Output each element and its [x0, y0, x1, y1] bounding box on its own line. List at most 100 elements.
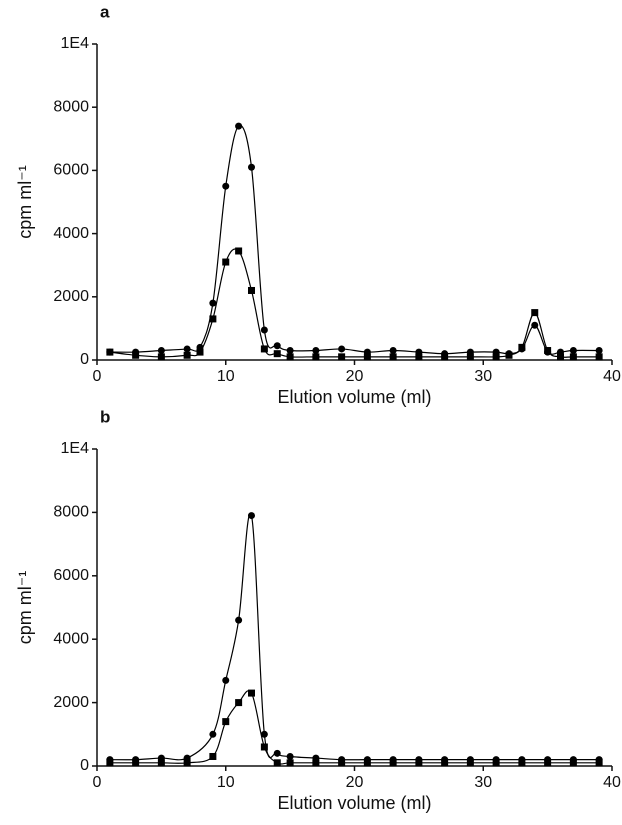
- data-point: [557, 353, 564, 361]
- x-tick-label: 10: [217, 368, 235, 385]
- data-point: [389, 353, 397, 361]
- x-tick-label: 0: [93, 368, 102, 385]
- data-point: [209, 730, 217, 738]
- y-tick-label: 8000: [53, 98, 89, 115]
- data-point: [595, 347, 603, 355]
- data-point: [248, 512, 255, 520]
- x-axis-label: Elution volume (ml): [277, 793, 431, 813]
- data-point: [260, 730, 268, 738]
- data-point: [286, 759, 294, 767]
- data-point: [363, 353, 371, 361]
- data-point: [273, 342, 281, 350]
- data-point: [312, 353, 320, 361]
- data-point: [544, 347, 552, 355]
- data-point: [183, 351, 191, 359]
- data-point: [196, 348, 204, 356]
- y-tick-label: 2000: [53, 694, 89, 711]
- data-point: [286, 752, 294, 760]
- x-tick-label: 30: [474, 774, 492, 791]
- data-point: [183, 759, 191, 767]
- x-tick-label: 40: [603, 774, 621, 791]
- data-point: [260, 743, 268, 751]
- data-point: [106, 348, 114, 356]
- data-point: [569, 347, 577, 355]
- x-tick-label: 10: [217, 774, 235, 791]
- data-point: [595, 353, 603, 361]
- data-point: [389, 759, 397, 767]
- x-tick-label: 40: [603, 368, 621, 385]
- data-point: [157, 347, 165, 355]
- data-point: [338, 345, 346, 353]
- data-point: [273, 350, 281, 358]
- data-point: [518, 759, 526, 767]
- data-point: [441, 759, 449, 767]
- data-point: [441, 353, 449, 361]
- x-tick-label: 0: [93, 774, 102, 791]
- data-point: [531, 309, 539, 317]
- data-point: [595, 759, 603, 767]
- y-axis-label: cpm ml⁻¹: [15, 571, 35, 645]
- data-point: [235, 699, 243, 707]
- data-point: [273, 759, 281, 767]
- data-point: [106, 759, 114, 767]
- data-point: [209, 315, 217, 323]
- y-tick-label: 4000: [53, 225, 89, 242]
- data-point: [235, 616, 243, 624]
- data-point: [132, 759, 140, 767]
- data-point: [209, 752, 217, 760]
- y-axis-label: cpm ml⁻¹: [15, 165, 35, 239]
- data-point: [235, 122, 243, 130]
- data-point: [505, 351, 513, 359]
- y-tick-label: 0: [80, 757, 89, 774]
- data-point: [466, 759, 474, 767]
- y-tick-label: 2000: [53, 288, 89, 305]
- data-point: [286, 347, 294, 355]
- data-point: [518, 343, 526, 351]
- data-point: [222, 258, 230, 266]
- data-point: [389, 347, 397, 355]
- data-point: [273, 749, 281, 757]
- data-point: [260, 326, 268, 334]
- data-point: [338, 353, 346, 361]
- panel-label: a: [100, 2, 110, 21]
- x-tick-label: 20: [346, 368, 364, 385]
- data-point: [260, 345, 268, 353]
- data-point: [531, 321, 539, 329]
- data-point: [415, 759, 423, 767]
- data-point: [248, 689, 255, 697]
- y-tick-label: 6000: [53, 162, 89, 179]
- data-point: [544, 759, 552, 767]
- series-line: [109, 124, 600, 355]
- data-point: [132, 351, 140, 359]
- data-point: [338, 759, 346, 767]
- data-point: [157, 353, 165, 361]
- data-point: [569, 353, 577, 361]
- y-tick-label: 8000: [53, 504, 89, 521]
- data-point: [222, 182, 230, 190]
- data-point: [312, 759, 320, 767]
- x-tick-label: 30: [474, 368, 492, 385]
- y-tick-label: 6000: [53, 567, 89, 584]
- panel-label: b: [100, 407, 110, 426]
- data-point: [235, 247, 243, 255]
- data-point: [415, 353, 423, 361]
- data-point: [209, 299, 217, 307]
- y-tick-label: 0: [80, 351, 89, 368]
- data-point: [222, 718, 230, 726]
- series-line: [109, 690, 600, 765]
- data-point: [569, 759, 577, 767]
- series-line: [109, 512, 600, 761]
- data-point: [222, 676, 230, 684]
- y-tick-label: 1E4: [61, 440, 90, 457]
- y-tick-label: 4000: [53, 630, 89, 647]
- data-point: [183, 345, 191, 353]
- data-point: [492, 759, 500, 767]
- data-point: [363, 759, 371, 767]
- data-point: [466, 353, 474, 361]
- data-point: [286, 353, 294, 361]
- data-point: [248, 286, 255, 294]
- y-tick-label: 1E4: [61, 35, 90, 52]
- data-point: [312, 347, 320, 355]
- x-tick-label: 20: [346, 774, 364, 791]
